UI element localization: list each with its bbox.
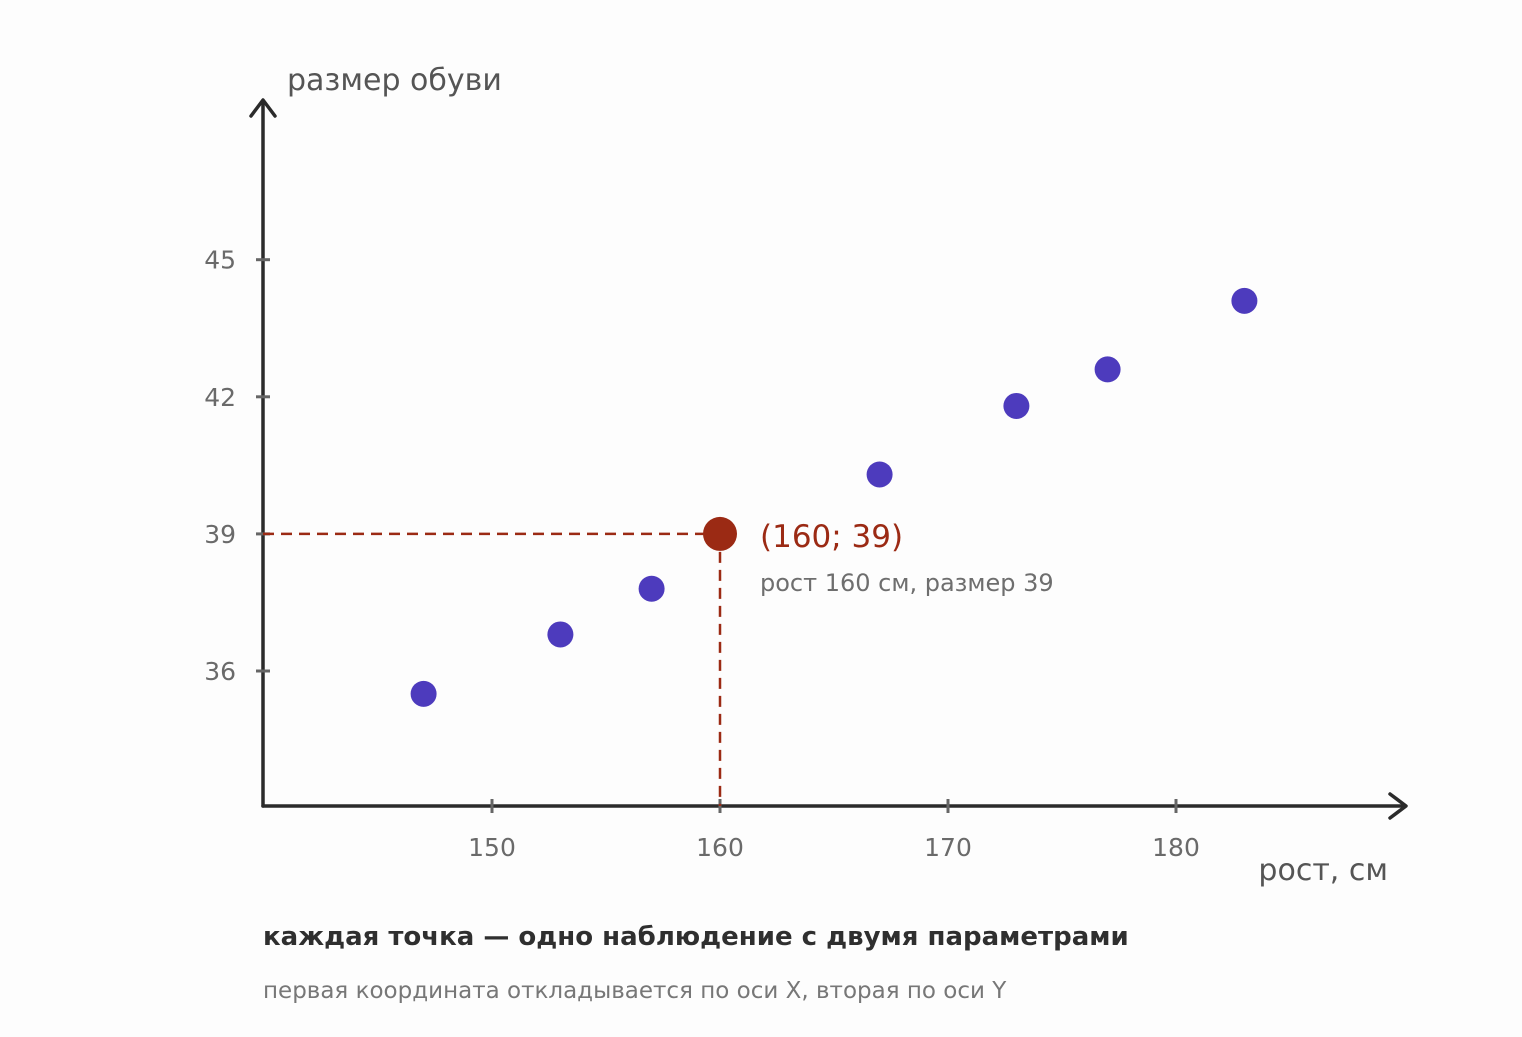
highlight-note: рост 160 см, размер 39: [760, 569, 1054, 597]
data-point: [1003, 392, 1030, 419]
y-axis-arrow: [249, 98, 277, 118]
y-axis-title: размер обуви: [287, 63, 502, 98]
data-points: [410, 287, 1258, 707]
x-axis-arrow: [1388, 792, 1408, 820]
caption-title: каждая точка — одно наблюдение с двумя п…: [263, 922, 1129, 952]
chart-labels: 150 160 170 180 36 39 42 45 размер обуви рост, см…: [204, 63, 1388, 888]
data-point: [1231, 287, 1258, 314]
x-tick-label: 170: [924, 833, 972, 862]
data-point: [1094, 356, 1121, 383]
x-axis-title: рост, см: [1258, 853, 1388, 888]
caption-subtitle: первая координата откладывается по оси X…: [263, 978, 1007, 1004]
axes: [249, 98, 1408, 820]
x-tick-label: 150: [468, 833, 516, 862]
data-point: [410, 680, 437, 707]
data-point: [866, 461, 893, 488]
y-tick-label: 42: [204, 383, 236, 412]
highlight-label: (160; 39): [760, 519, 903, 555]
highlight-point: [703, 516, 737, 551]
highlight-guides: [263, 532, 722, 806]
data-point: [638, 575, 665, 602]
data-point: [547, 621, 574, 648]
y-tick-label: 45: [204, 246, 236, 275]
y-tick-label: 39: [204, 520, 236, 549]
y-tick-label: 36: [204, 657, 236, 686]
x-tick-label: 180: [1152, 833, 1200, 862]
x-tick-label: 160: [696, 833, 744, 862]
